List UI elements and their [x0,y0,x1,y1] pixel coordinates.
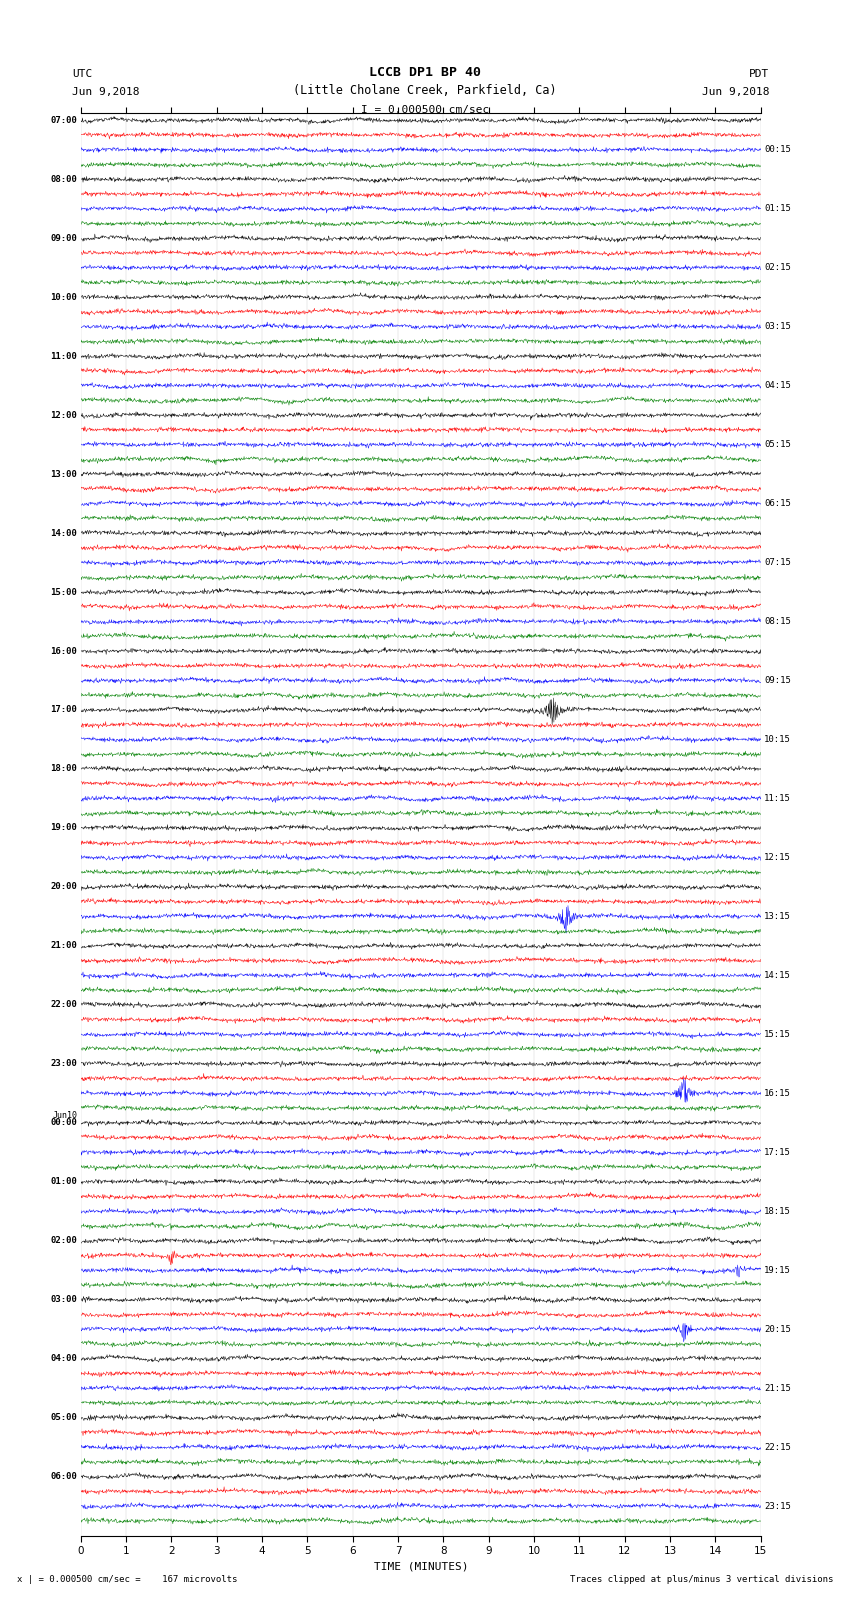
Text: 01:00: 01:00 [50,1177,77,1186]
Text: x | = 0.000500 cm/sec =    167 microvolts: x | = 0.000500 cm/sec = 167 microvolts [17,1574,237,1584]
Text: 17:15: 17:15 [764,1148,791,1157]
Text: 12:15: 12:15 [764,853,791,861]
X-axis label: TIME (MINUTES): TIME (MINUTES) [373,1561,468,1571]
Text: 05:00: 05:00 [50,1413,77,1423]
Text: 10:00: 10:00 [50,292,77,302]
Text: 23:00: 23:00 [50,1060,77,1068]
Text: 16:00: 16:00 [50,647,77,655]
Text: Jun 9,2018: Jun 9,2018 [702,87,769,97]
Text: PDT: PDT [749,69,769,79]
Text: 06:15: 06:15 [764,498,791,508]
Text: 20:00: 20:00 [50,882,77,892]
Text: 07:15: 07:15 [764,558,791,568]
Text: 15:15: 15:15 [764,1029,791,1039]
Text: 13:15: 13:15 [764,911,791,921]
Text: 14:15: 14:15 [764,971,791,979]
Text: 10:15: 10:15 [764,736,791,744]
Text: 04:00: 04:00 [50,1355,77,1363]
Text: 12:00: 12:00 [50,411,77,419]
Text: 17:00: 17:00 [50,705,77,715]
Text: 09:15: 09:15 [764,676,791,686]
Text: 00:00: 00:00 [50,1118,77,1127]
Text: 11:00: 11:00 [50,352,77,361]
Text: Jun10: Jun10 [53,1111,77,1119]
Text: 08:15: 08:15 [764,618,791,626]
Text: 06:00: 06:00 [50,1473,77,1481]
Text: Traces clipped at plus/minus 3 vertical divisions: Traces clipped at plus/minus 3 vertical … [570,1574,833,1584]
Text: 02:00: 02:00 [50,1236,77,1245]
Text: (Little Cholane Creek, Parkfield, Ca): (Little Cholane Creek, Parkfield, Ca) [293,84,557,97]
Text: 22:15: 22:15 [764,1442,791,1452]
Text: 16:15: 16:15 [764,1089,791,1098]
Text: 01:15: 01:15 [764,205,791,213]
Text: 07:00: 07:00 [50,116,77,124]
Text: 11:15: 11:15 [764,794,791,803]
Text: 19:15: 19:15 [764,1266,791,1274]
Text: 22:00: 22:00 [50,1000,77,1010]
Text: 21:00: 21:00 [50,942,77,950]
Text: 08:00: 08:00 [50,174,77,184]
Text: LCCB DP1 BP 40: LCCB DP1 BP 40 [369,66,481,79]
Text: 04:15: 04:15 [764,381,791,390]
Text: 02:15: 02:15 [764,263,791,273]
Text: 14:00: 14:00 [50,529,77,537]
Text: Jun 9,2018: Jun 9,2018 [72,87,139,97]
Text: 15:00: 15:00 [50,587,77,597]
Text: 19:00: 19:00 [50,823,77,832]
Text: 09:00: 09:00 [50,234,77,242]
Text: 18:15: 18:15 [764,1207,791,1216]
Text: 03:15: 03:15 [764,323,791,331]
Text: 23:15: 23:15 [764,1502,791,1511]
Text: 13:00: 13:00 [50,469,77,479]
Text: 05:15: 05:15 [764,440,791,448]
Text: 03:00: 03:00 [50,1295,77,1305]
Text: 21:15: 21:15 [764,1384,791,1392]
Text: I = 0.000500 cm/sec: I = 0.000500 cm/sec [361,105,489,115]
Text: UTC: UTC [72,69,93,79]
Text: 18:00: 18:00 [50,765,77,774]
Text: 00:15: 00:15 [764,145,791,155]
Text: 20:15: 20:15 [764,1324,791,1334]
